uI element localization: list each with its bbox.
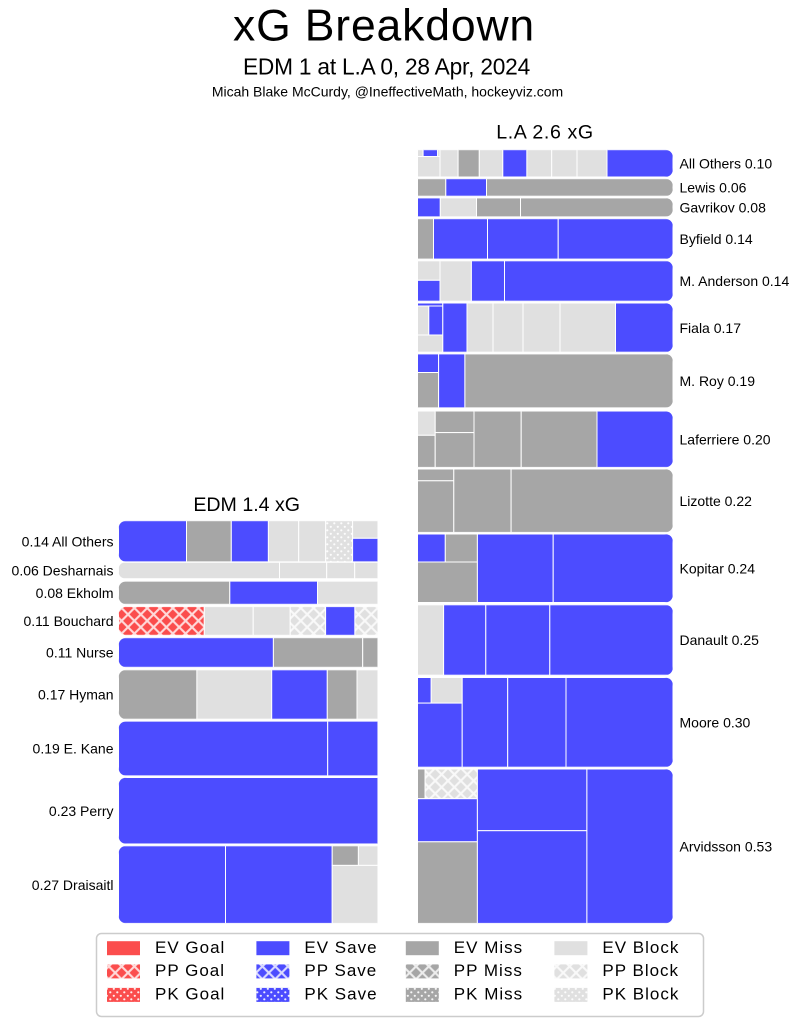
svg-text:EV Miss: EV Miss	[454, 938, 523, 957]
svg-text:0.19 E. Kane: 0.19 E. Kane	[33, 741, 114, 757]
svg-text:PK Goal: PK Goal	[155, 985, 225, 1004]
svg-text:M. Anderson 0.14: M. Anderson 0.14	[680, 273, 790, 289]
svg-text:PK Block: PK Block	[602, 985, 679, 1004]
svg-text:PP Save: PP Save	[304, 961, 377, 980]
svg-text:0.08 Ekholm: 0.08 Ekholm	[36, 585, 114, 601]
svg-text:PK Miss: PK Miss	[454, 985, 523, 1004]
svg-text:All Others 0.10: All Others 0.10	[680, 156, 773, 172]
svg-text:EDM 1 at L.A 0, 28 Apr, 2024: EDM 1 at L.A 0, 28 Apr, 2024	[243, 54, 530, 80]
svg-text:Kopitar 0.24: Kopitar 0.24	[680, 561, 756, 577]
svg-text:0.06 Desharnais: 0.06 Desharnais	[12, 563, 114, 579]
svg-text:0.27 Draisaitl: 0.27 Draisaitl	[32, 877, 114, 893]
svg-text:Lizotte 0.22: Lizotte 0.22	[680, 493, 753, 509]
svg-text:PK Save: PK Save	[304, 985, 377, 1004]
svg-text:0.11 Nurse: 0.11 Nurse	[46, 645, 114, 661]
svg-text:Byfield 0.14: Byfield 0.14	[680, 231, 753, 247]
svg-text:EV Block: EV Block	[602, 938, 679, 957]
svg-text:Moore 0.30: Moore 0.30	[680, 715, 751, 731]
svg-text:Laferriere 0.20: Laferriere 0.20	[680, 431, 771, 447]
svg-text:EV Save: EV Save	[304, 938, 377, 957]
svg-text:L.A 2.6 xG: L.A 2.6 xG	[496, 122, 594, 144]
svg-text:Gavrikov 0.08: Gavrikov 0.08	[680, 200, 767, 216]
svg-text:Lewis 0.06: Lewis 0.06	[680, 180, 747, 196]
svg-text:0.23 Perry: 0.23 Perry	[49, 803, 114, 819]
svg-text:0.14 All Others: 0.14 All Others	[22, 534, 114, 550]
svg-text:M. Roy 0.19: M. Roy 0.19	[680, 373, 756, 389]
svg-text:0.17 Hyman: 0.17 Hyman	[38, 687, 113, 703]
svg-text:xG Breakdown: xG Breakdown	[233, 2, 535, 51]
svg-text:PP Goal: PP Goal	[155, 961, 225, 980]
svg-text:PP Block: PP Block	[602, 961, 679, 980]
svg-text:PP Miss: PP Miss	[454, 961, 523, 980]
svg-text:Arvidsson 0.53: Arvidsson 0.53	[680, 838, 773, 854]
svg-text:Danault 0.25: Danault 0.25	[680, 632, 760, 648]
svg-text:Fiala 0.17: Fiala 0.17	[680, 320, 742, 336]
svg-text:0.11 Bouchard: 0.11 Bouchard	[23, 613, 113, 629]
svg-text:EDM 1.4 xG: EDM 1.4 xG	[193, 494, 300, 516]
svg-text:Micah Blake McCurdy, @Ineffect: Micah Blake McCurdy, @IneffectiveMath, h…	[212, 84, 563, 100]
svg-text:EV Goal: EV Goal	[155, 938, 225, 957]
